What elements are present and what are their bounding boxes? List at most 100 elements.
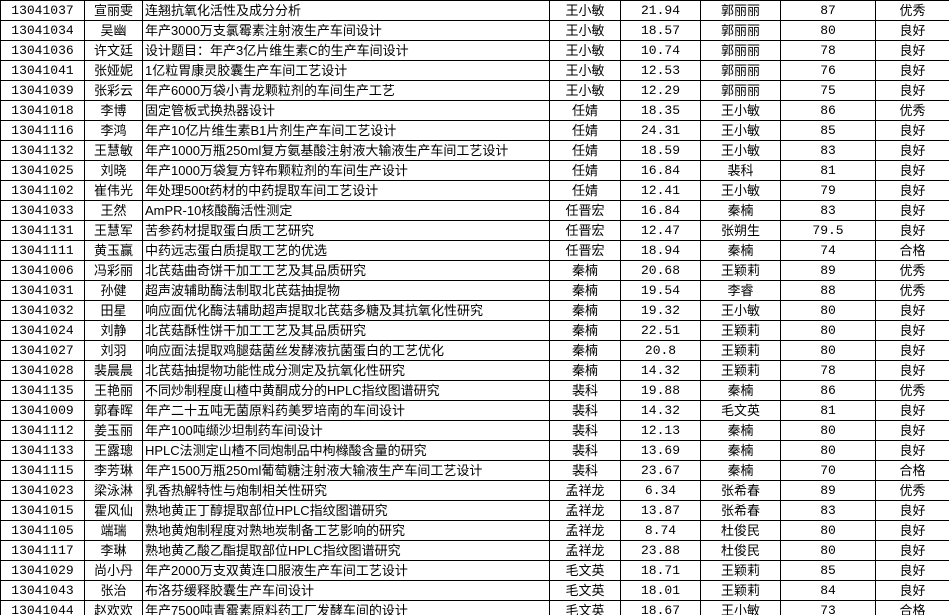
- cell-reviewer[interactable]: 杜俊民: [700, 520, 781, 541]
- table-row[interactable]: 13041117 李琳 熟地黄乙酸乙酯提取部位HPLC指纹图谱研究 孟祥龙 23.88 杜…: [0, 540, 949, 561]
- cell-thesis-title[interactable]: 年产100吨缬沙坦制药车间设计: [142, 420, 550, 441]
- cell-student-name[interactable]: 冯彩丽: [84, 260, 143, 281]
- cell-reviewer[interactable]: 张希春: [700, 480, 781, 501]
- cell-thesis-title[interactable]: 年产3000万支氯霉素注射液生产车间设计: [142, 20, 550, 41]
- cell-grade[interactable]: 良好: [875, 440, 949, 461]
- cell-advisor[interactable]: 裴科: [549, 460, 621, 481]
- cell-advisor[interactable]: 秦楠: [549, 280, 621, 301]
- cell-grade[interactable]: 良好: [875, 60, 949, 81]
- cell-score[interactable]: 89: [780, 260, 876, 281]
- cell-advisor[interactable]: 孟祥龙: [549, 480, 621, 501]
- cell-reviewer[interactable]: 王颖莉: [700, 320, 781, 341]
- cell-reviewer[interactable]: 王小敏: [700, 300, 781, 321]
- cell-grade[interactable]: 良好: [875, 40, 949, 61]
- cell-thesis-title[interactable]: 年产6000万袋小青龙颗粒剂的车间生产工艺: [142, 80, 550, 101]
- cell-similarity[interactable]: 12.29: [620, 80, 701, 101]
- cell-reviewer[interactable]: 郭丽丽: [700, 0, 781, 21]
- table-row[interactable]: 13041043 张治 布洛芬缓释胶囊生产车间设计 毛文英 18.01 王颖莉 84 良好: [0, 580, 949, 601]
- cell-similarity[interactable]: 24.31: [620, 120, 701, 141]
- cell-reviewer[interactable]: 秦楠: [700, 460, 781, 481]
- cell-advisor[interactable]: 裴科: [549, 400, 621, 421]
- cell-grade[interactable]: 合格: [875, 240, 949, 261]
- cell-similarity[interactable]: 10.74: [620, 40, 701, 61]
- cell-reviewer[interactable]: 裴科: [700, 160, 781, 181]
- cell-similarity[interactable]: 22.51: [620, 320, 701, 341]
- cell-grade[interactable]: 优秀: [875, 0, 949, 21]
- cell-reviewer[interactable]: 王颖莉: [700, 580, 781, 601]
- cell-advisor[interactable]: 任婧: [549, 100, 621, 121]
- cell-student-name[interactable]: 田星: [84, 300, 143, 321]
- cell-advisor[interactable]: 秦楠: [549, 360, 621, 381]
- cell-grade[interactable]: 良好: [875, 580, 949, 601]
- cell-score[interactable]: 85: [780, 120, 876, 141]
- cell-student-id[interactable]: 13041105: [0, 520, 85, 541]
- cell-reviewer[interactable]: 王颖莉: [700, 340, 781, 361]
- cell-advisor[interactable]: 裴科: [549, 380, 621, 401]
- cell-thesis-title[interactable]: HPLC法测定山楂不同炮制品中枸橼酸含量的研究: [142, 440, 550, 461]
- cell-advisor[interactable]: 裴科: [549, 420, 621, 441]
- cell-grade[interactable]: 合格: [875, 600, 949, 615]
- cell-thesis-title[interactable]: 苦参药材提取蛋白质工艺研究: [142, 220, 550, 241]
- cell-similarity[interactable]: 12.53: [620, 60, 701, 81]
- cell-advisor[interactable]: 王小敏: [549, 60, 621, 81]
- cell-thesis-title[interactable]: 布洛芬缓释胶囊生产车间设计: [142, 580, 550, 601]
- cell-reviewer[interactable]: 秦楠: [700, 200, 781, 221]
- cell-reviewer[interactable]: 杜俊民: [700, 540, 781, 561]
- cell-student-id[interactable]: 13041023: [0, 480, 85, 501]
- cell-thesis-title[interactable]: 年产1500万瓶250ml葡萄糖注射液大输液生产车间工艺设计: [142, 460, 550, 481]
- cell-score[interactable]: 81: [780, 160, 876, 181]
- cell-similarity[interactable]: 12.41: [620, 180, 701, 201]
- cell-thesis-title[interactable]: 北芪菇酥性饼干加工工艺及其品质研究: [142, 320, 550, 341]
- cell-similarity[interactable]: 18.57: [620, 20, 701, 41]
- cell-student-name[interactable]: 王艳丽: [84, 380, 143, 401]
- cell-student-name[interactable]: 刘静: [84, 320, 143, 341]
- cell-student-id[interactable]: 13041024: [0, 320, 85, 341]
- cell-grade[interactable]: 良好: [875, 20, 949, 41]
- cell-advisor[interactable]: 毛文英: [549, 580, 621, 601]
- cell-reviewer[interactable]: 张希春: [700, 500, 781, 521]
- cell-score[interactable]: 80: [780, 540, 876, 561]
- cell-similarity[interactable]: 18.01: [620, 580, 701, 601]
- cell-score[interactable]: 89: [780, 480, 876, 501]
- cell-similarity[interactable]: 12.13: [620, 420, 701, 441]
- cell-similarity[interactable]: 16.84: [620, 160, 701, 181]
- cell-score[interactable]: 81: [780, 400, 876, 421]
- cell-reviewer[interactable]: 王小敏: [700, 100, 781, 121]
- cell-student-id[interactable]: 13041043: [0, 580, 85, 601]
- cell-advisor[interactable]: 毛文英: [549, 600, 621, 615]
- cell-student-id[interactable]: 13041133: [0, 440, 85, 461]
- cell-similarity[interactable]: 19.54: [620, 280, 701, 301]
- table-row[interactable]: 13041105 端瑞 熟地黄炮制程度对熟地炭制备工艺影响的研究 孟祥龙 8.74 杜俊民…: [0, 520, 949, 541]
- cell-grade[interactable]: 良好: [875, 120, 949, 141]
- table-row[interactable]: 13041132 王慧敏 年产1000万瓶250ml复方氨基酸注射液大输液生产车间工…: [0, 140, 949, 161]
- table-row[interactable]: 13041027 刘羽 响应面法提取鸡腿菇菌丝发酵液抗菌蛋白的工艺优化 秦楠 20.8 王…: [0, 340, 949, 361]
- cell-reviewer[interactable]: 王颖莉: [700, 260, 781, 281]
- cell-advisor[interactable]: 任晋宏: [549, 200, 621, 221]
- cell-student-name[interactable]: 刘晓: [84, 160, 143, 181]
- cell-score[interactable]: 80: [780, 520, 876, 541]
- cell-score[interactable]: 80: [780, 340, 876, 361]
- cell-student-name[interactable]: 王慧敏: [84, 140, 143, 161]
- cell-thesis-title[interactable]: 设计题目：年产3亿片维生素C的生产车间设计: [142, 40, 550, 61]
- cell-student-id[interactable]: 13041032: [0, 300, 85, 321]
- cell-reviewer[interactable]: 王小敏: [700, 140, 781, 161]
- cell-score[interactable]: 80: [780, 300, 876, 321]
- cell-grade[interactable]: 良好: [875, 220, 949, 241]
- cell-score[interactable]: 79: [780, 180, 876, 201]
- table-row[interactable]: 13041032 田星 响应面优化酶法辅助超声提取北芪菇多糖及其抗氧化性研究 秦楠 19…: [0, 300, 949, 321]
- cell-thesis-title[interactable]: 不同炒制程度山楂中黄酮成分的HPLC指纹图谱研究: [142, 380, 550, 401]
- cell-reviewer[interactable]: 王颖莉: [700, 560, 781, 581]
- cell-grade[interactable]: 优秀: [875, 380, 949, 401]
- cell-student-name[interactable]: 梁泳淋: [84, 480, 143, 501]
- cell-reviewer[interactable]: 王小敏: [700, 600, 781, 615]
- cell-thesis-title[interactable]: 熟地黄正丁醇提取部位HPLC指纹图谱研究: [142, 500, 550, 521]
- cell-student-id[interactable]: 13041009: [0, 400, 85, 421]
- cell-student-id[interactable]: 13041025: [0, 160, 85, 181]
- cell-reviewer[interactable]: 张朔生: [700, 220, 781, 241]
- table-row[interactable]: 13041039 张彩云 年产6000万袋小青龙颗粒剂的车间生产工艺 王小敏 12.29…: [0, 80, 949, 101]
- cell-student-name[interactable]: 许文廷: [84, 40, 143, 61]
- cell-grade[interactable]: 良好: [875, 180, 949, 201]
- cell-student-name[interactable]: 黄玉赢: [84, 240, 143, 261]
- cell-similarity[interactable]: 12.47: [620, 220, 701, 241]
- cell-grade[interactable]: 良好: [875, 300, 949, 321]
